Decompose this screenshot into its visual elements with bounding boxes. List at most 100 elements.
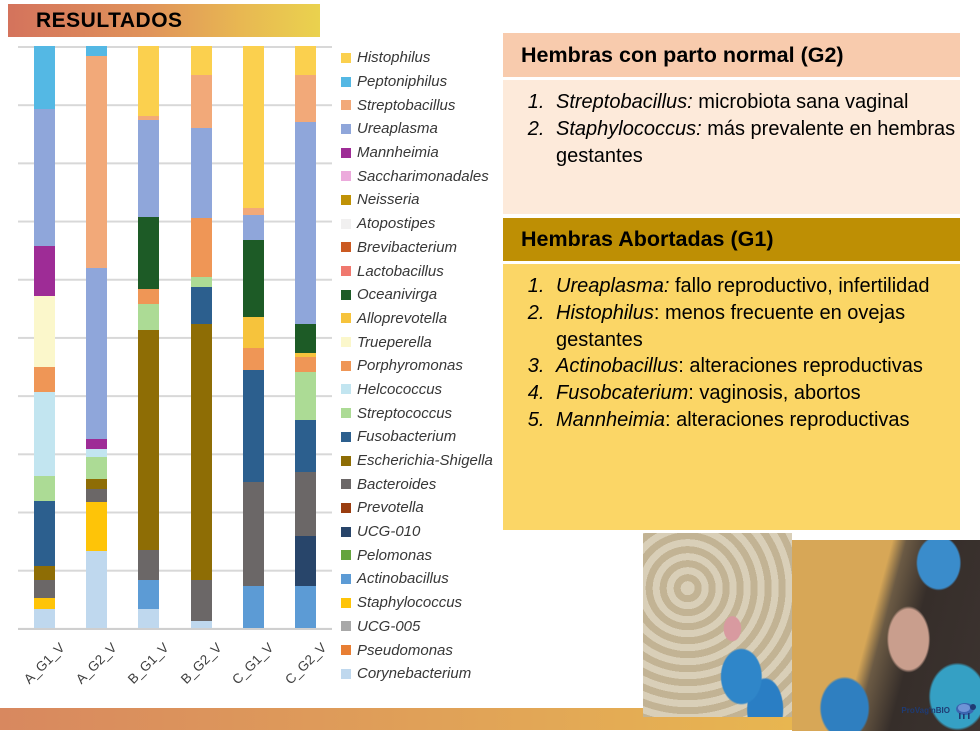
finding-text: : alteraciones reproductivas xyxy=(678,355,923,378)
stacked-bar-C_G1_V xyxy=(242,46,264,628)
bar-segment-Streptobacillus xyxy=(85,55,107,268)
stacked-bar-chart-plot xyxy=(18,46,332,630)
bar-segment-Porphyromonas xyxy=(33,367,55,393)
legend-swatch xyxy=(341,242,351,253)
legend-swatch xyxy=(341,147,351,158)
bar-segment-Porphyromonas xyxy=(138,289,160,305)
legend-label: Neisseria xyxy=(357,191,420,209)
bar-segment-Mannheimia xyxy=(85,439,107,450)
bar-segment-Streptococcus xyxy=(138,304,160,331)
bar-segment-Ureaplasma xyxy=(190,127,212,218)
photo-sheep-swab-wool xyxy=(643,533,796,717)
bar-segment-Corynebacterium xyxy=(190,621,212,628)
legend-item-Prevotella: Prevotella xyxy=(341,496,503,520)
legend-item-Histophilus: Histophilus xyxy=(341,46,503,70)
finding-text: : vaginosis, abortos xyxy=(688,382,861,405)
g1-findings-list: Ureaplasma: fallo reproductivo, infertil… xyxy=(503,273,960,434)
x-axis-label-cell: C_G2_V xyxy=(282,632,329,704)
legend-item-Alloprevotella: Alloprevotella xyxy=(341,307,503,331)
x-axis-label-cell: B_G1_V xyxy=(125,632,172,704)
genus-name: Histophilus xyxy=(556,301,654,324)
g2-finding-item: Staphylococcus: más prevalente en hembra… xyxy=(550,116,960,170)
legend-label: Pelomonas xyxy=(357,546,433,564)
legend-label: Porphyromonas xyxy=(357,357,463,375)
bar-segment-Mannheimia xyxy=(33,246,55,297)
legend-item-Trueperella: Trueperella xyxy=(341,330,503,354)
legend-swatch xyxy=(341,337,351,348)
bar-segment-Bacteroides xyxy=(33,579,55,598)
legend-label: Pseudomonas xyxy=(357,641,453,659)
legend-item-Saccharimonadales: Saccharimonadales xyxy=(341,164,503,188)
bar-segment-Alloprevotella xyxy=(295,353,317,358)
legend-swatch xyxy=(341,52,351,63)
bar-segment-Oceanivirga xyxy=(295,324,317,354)
bar-segment-UCG-010 xyxy=(295,536,317,587)
legend-item-Porphyromonas: Porphyromonas xyxy=(341,354,503,378)
legend-item-Oceanivirga: Oceanivirga xyxy=(341,283,503,307)
bar-segment-Histophilus xyxy=(242,46,264,208)
x-axis-label: B_G2_V xyxy=(177,640,225,687)
legend-label: Brevibacterium xyxy=(357,238,458,256)
legend-item-Ureaplasma: Ureaplasma xyxy=(341,117,503,141)
finding-text: más prevalente en hembras gestantes xyxy=(556,117,956,167)
legend-label: Actinobacillus xyxy=(357,570,449,588)
genus-name: Streptobacillus: xyxy=(556,91,693,113)
x-axis-label: A_G1_V xyxy=(20,640,68,687)
legend-label: Bacteroides xyxy=(357,475,437,493)
x-axis-label-cell: A_G2_V xyxy=(73,632,120,704)
legend-swatch xyxy=(341,171,351,182)
stacked-bar-B_G1_V xyxy=(138,46,160,629)
legend-label: Trueperella xyxy=(357,333,432,351)
chart-legend: Histophilus Peptoniphilus Streptobacillus U… xyxy=(341,46,503,686)
bar-segment-Escherichia-Shigella xyxy=(138,330,160,550)
legend-item-Atopostipes: Atopostipes xyxy=(341,212,503,236)
bar-segment-Bacteroides xyxy=(138,549,160,580)
provagnbio-logo: ProVag'nBIO xyxy=(901,700,978,720)
stacked-bar-C_G2_V xyxy=(295,46,317,629)
bar-segment-Corynebacterium xyxy=(85,550,107,628)
bar-segment-Bacteroides xyxy=(190,579,212,622)
bar-segment-Actinobacillus xyxy=(242,586,264,628)
slide-title: RESULTADOS xyxy=(36,8,183,32)
legend-item-Actinobacillus: Actinobacillus xyxy=(341,567,503,591)
legend-label: Fusobacterium xyxy=(357,428,457,446)
legend-item-Lactobacillus: Lactobacillus xyxy=(341,259,503,283)
legend-item-Pseudomonas: Pseudomonas xyxy=(341,638,503,662)
legend-item-UCG-010: UCG-010 xyxy=(341,520,503,544)
bar-segment-Streptobacillus xyxy=(242,207,264,215)
bar-segment-Fusobacterium xyxy=(295,420,317,472)
genus-name: Ureaplasma: xyxy=(556,275,670,297)
bar-segment-Actinobacillus xyxy=(138,579,160,609)
legend-swatch xyxy=(341,360,351,371)
legend-item-Peptoniphilus: Peptoniphilus xyxy=(341,70,503,94)
g2-panel-header: Hembras con parto normal (G2) xyxy=(503,33,960,77)
genus-name: Actinobacillus xyxy=(556,355,679,378)
legend-item-Brevibacterium: Brevibacterium xyxy=(341,236,503,260)
g2-panel-body: Streptobacillus: microbiota sana vaginal… xyxy=(503,80,960,214)
x-axis-label-cell: C_G1_V xyxy=(229,632,276,704)
legend-item-UCG-005: UCG-005 xyxy=(341,615,503,639)
g1-finding-item: Actinobacillus: alteraciones reproductiv… xyxy=(550,353,960,380)
legend-item-Streptococcus: Streptococcus xyxy=(341,401,503,425)
x-axis-label-cell: B_G2_V xyxy=(178,632,225,704)
bar-segment-Streptobacillus xyxy=(190,74,212,128)
legend-item-Mannheimia: Mannheimia xyxy=(341,141,503,165)
bar-segment-Ureaplasma xyxy=(242,214,264,240)
g1-finding-item: Histophilus: menos frecuente en ovejas g… xyxy=(550,300,960,354)
bar-segment-Bacteroides xyxy=(242,482,264,587)
legend-label: Atopostipes xyxy=(357,215,436,233)
genus-name: Staphylococcus: xyxy=(556,117,702,140)
genus-name: Fusobcaterium xyxy=(556,382,689,405)
legend-label: Corynebacterium xyxy=(357,665,472,683)
legend-label: Streptobacillus xyxy=(357,96,456,114)
logo-text: ProVag'nBIO xyxy=(901,705,950,715)
legend-item-Fusobacterium: Fusobacterium xyxy=(341,425,503,449)
bar-segment-Streptococcus xyxy=(33,475,55,501)
bar-segment-Streptobacillus xyxy=(138,115,160,120)
bar-segment-Actinobacillus xyxy=(295,586,317,629)
legend-label: Ureaplasma xyxy=(357,120,438,138)
legend-item-Staphylococcus: Staphylococcus xyxy=(341,591,503,615)
legend-label: Saccharimonadales xyxy=(357,167,489,185)
legend-item-Neisseria: Neisseria xyxy=(341,188,503,212)
